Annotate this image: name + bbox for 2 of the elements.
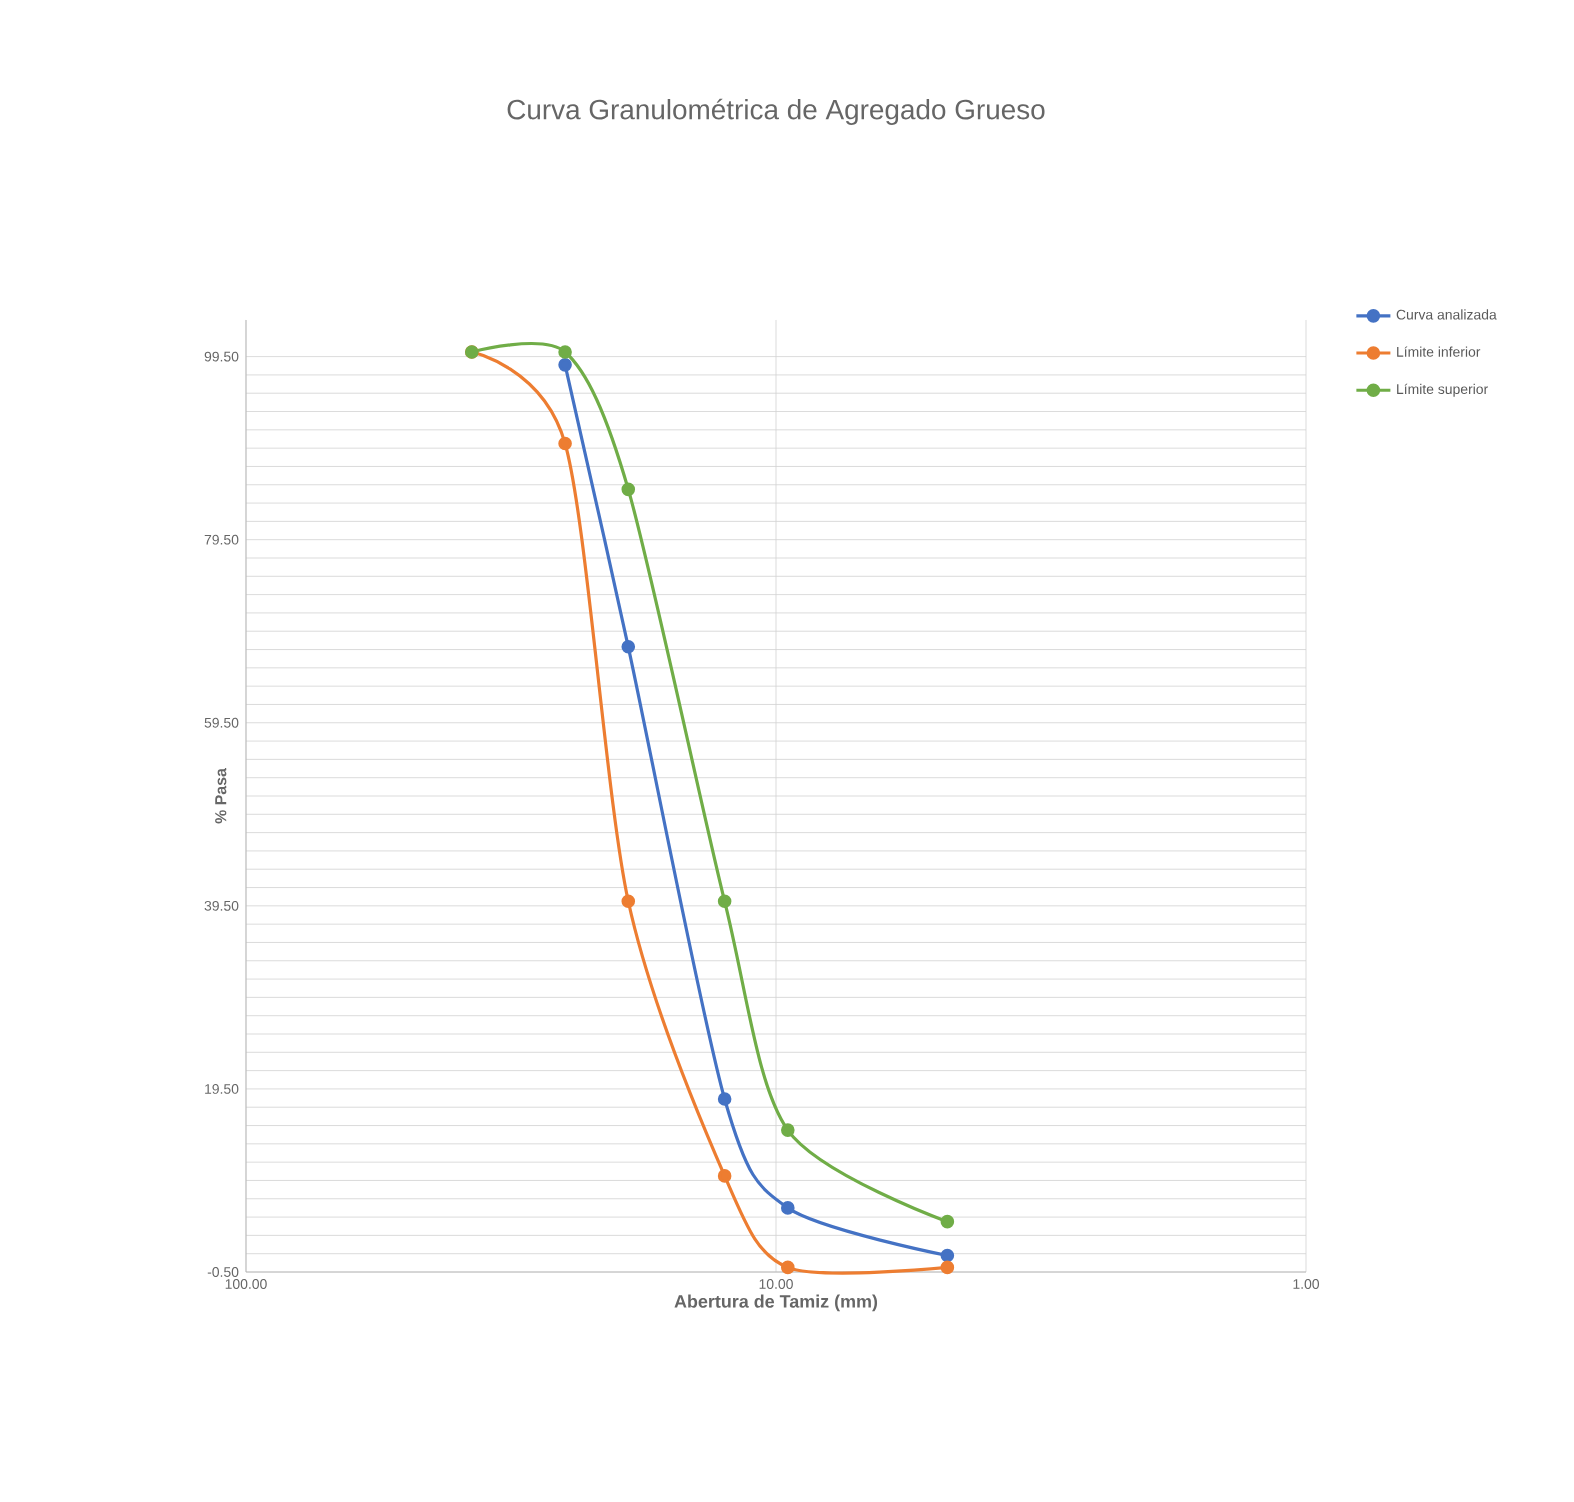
x-axis-title: Abertura de Tamiz (mm) [674, 1294, 878, 1312]
chart-title: Curva Granulométrica de Agregado Grueso [507, 98, 1045, 125]
